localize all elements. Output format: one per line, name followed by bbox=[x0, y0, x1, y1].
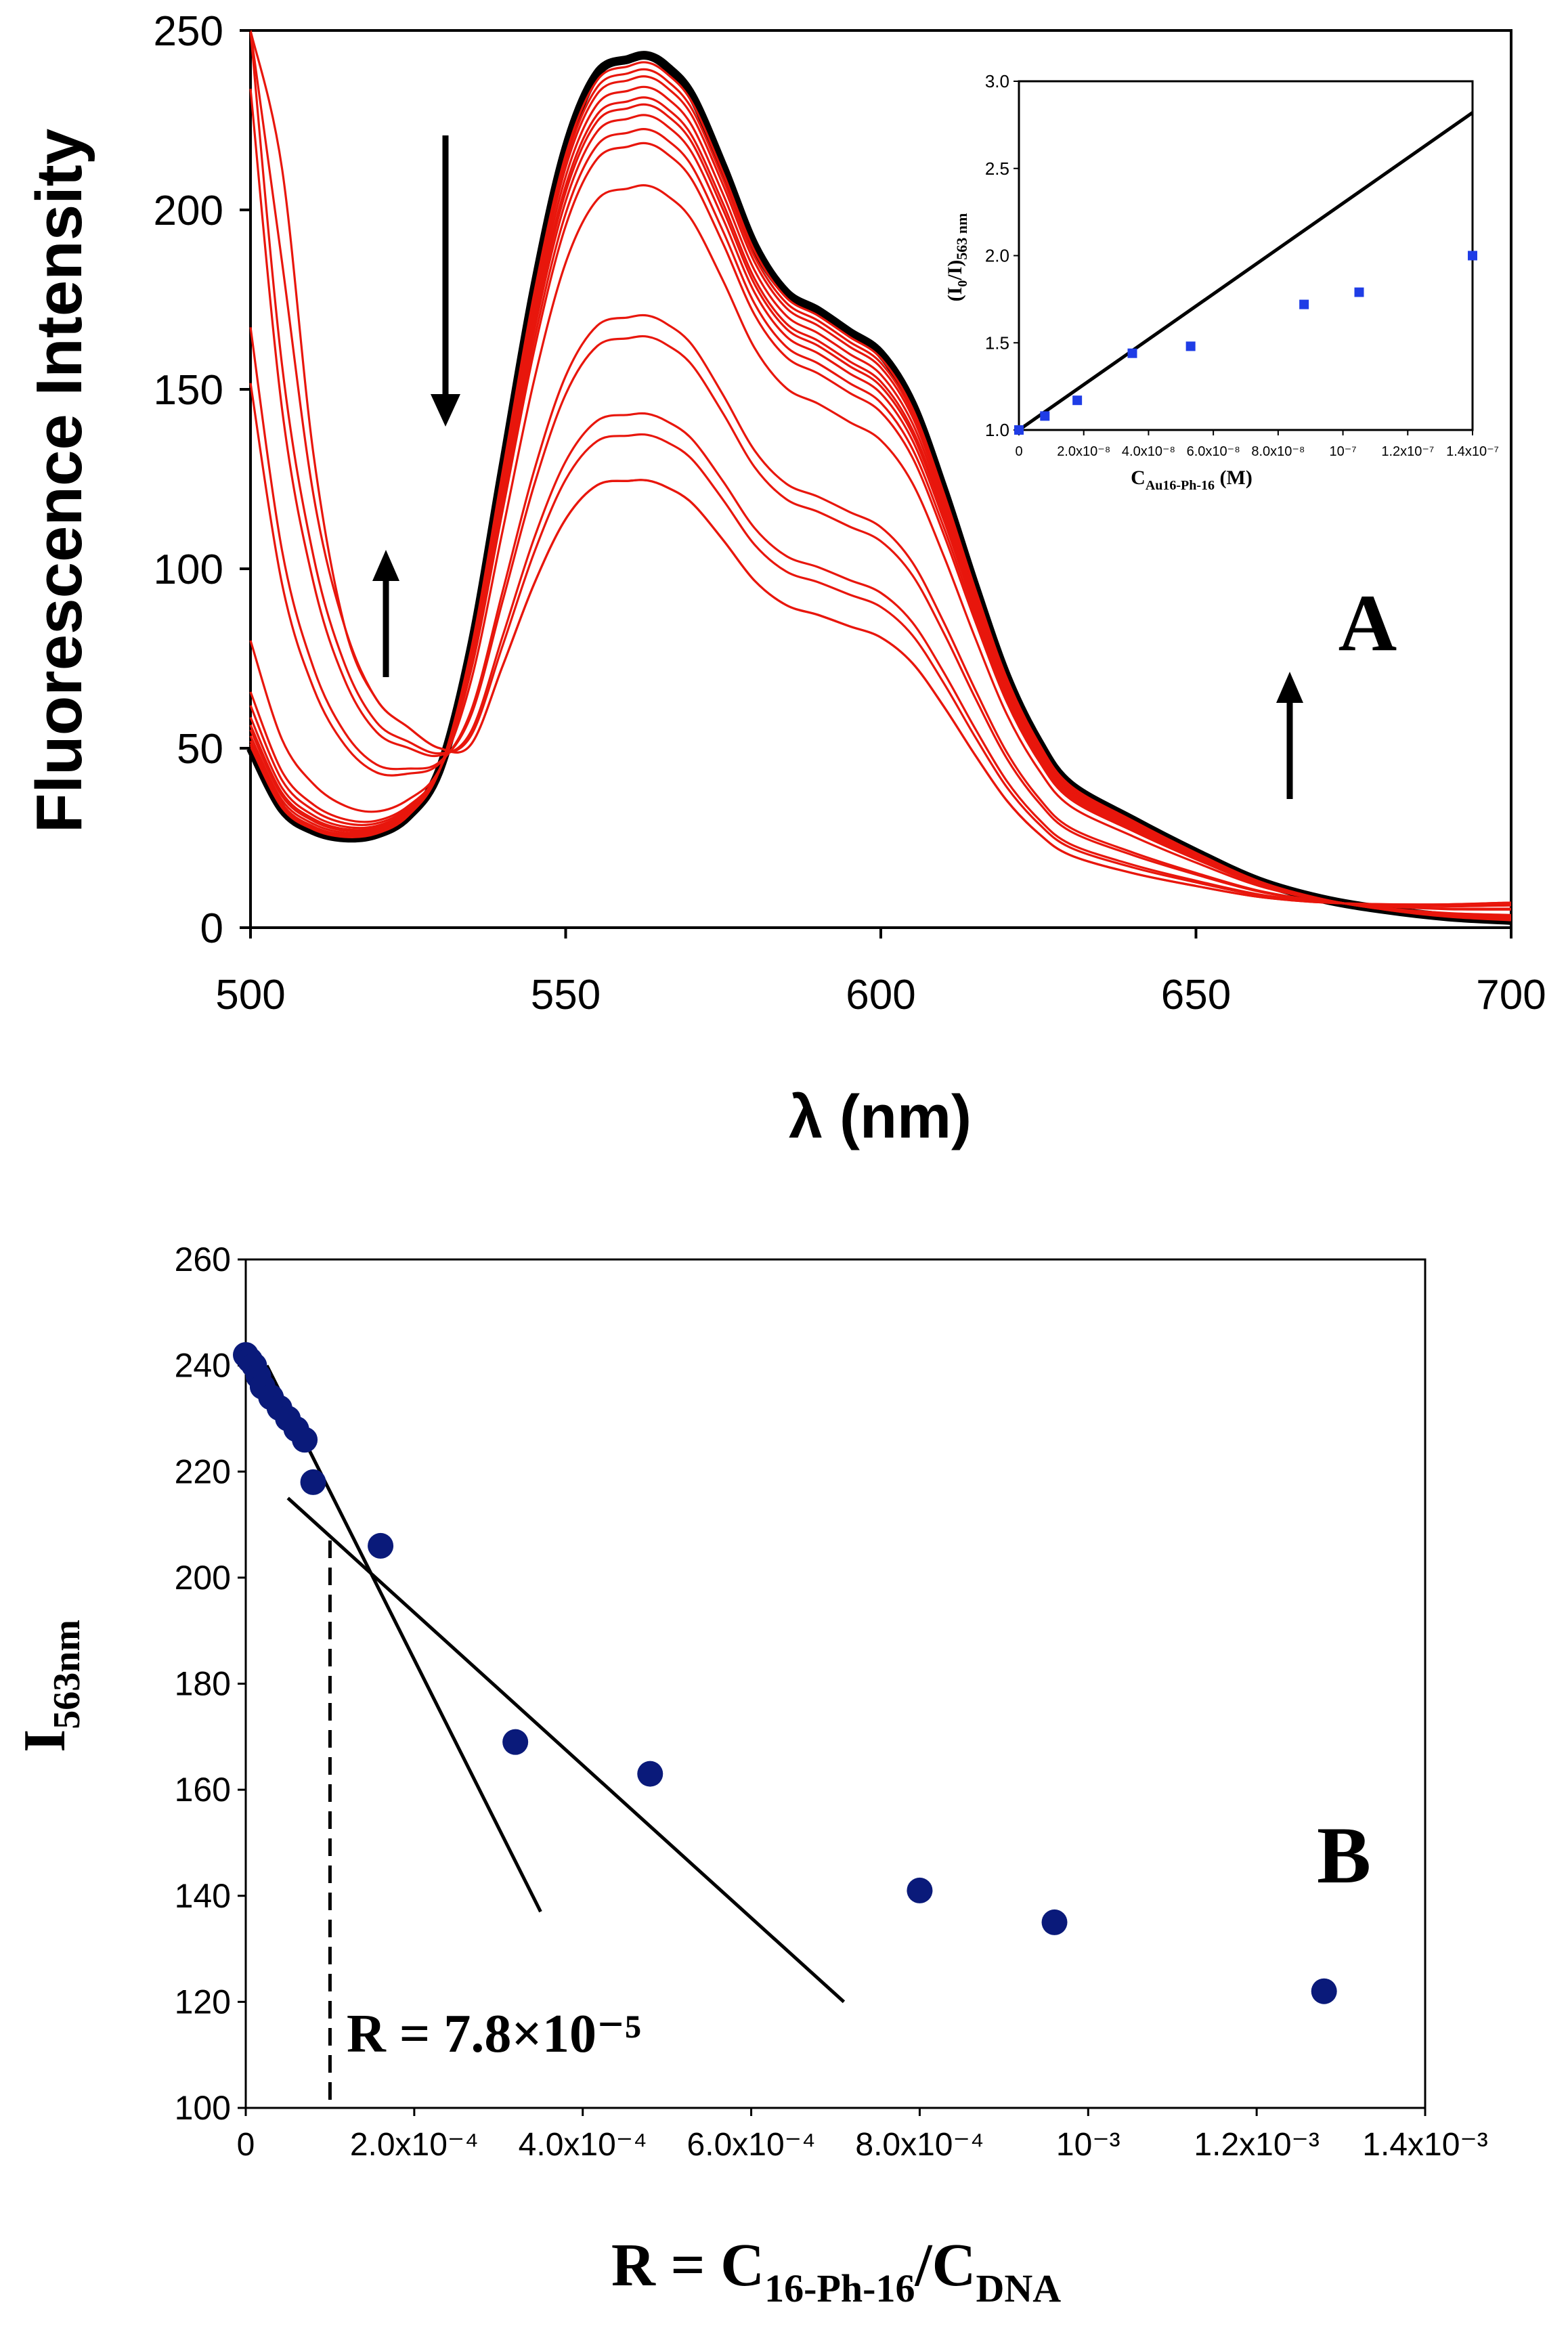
titration-series-line bbox=[249, 88, 1512, 908]
inset-x-tick-label: 10⁻⁷ bbox=[1330, 444, 1357, 459]
inset-x-tick-label: 6.0x10⁻⁸ bbox=[1187, 444, 1240, 459]
inset-plot-area bbox=[1018, 80, 1474, 431]
panel-b: 100 120 140 160 180 200 220 240 260 0 2.0x10⁻⁴ 4.0x… bbox=[12, 1240, 1488, 2310]
titration-series-line bbox=[249, 314, 1512, 911]
x-tick-label-b: 1.4x10⁻³ bbox=[1362, 2127, 1487, 2163]
inset-data-point bbox=[1072, 395, 1083, 406]
panel-b-label: B bbox=[1317, 1810, 1371, 1900]
inset-data-point bbox=[1127, 348, 1137, 358]
x-tick-label-a: 600 bbox=[846, 972, 915, 1018]
data-point bbox=[368, 1532, 394, 1559]
data-point bbox=[1041, 1909, 1068, 1935]
titration-series-line bbox=[249, 327, 1512, 910]
data-point bbox=[502, 1729, 529, 1755]
inset-x-tick-label: 2.0x10⁻⁸ bbox=[1057, 444, 1110, 459]
x-tick-label-b: 0 bbox=[237, 2127, 255, 2163]
y-tick-label-b: 120 bbox=[175, 1983, 231, 2021]
data-point bbox=[907, 1877, 933, 1903]
y-tick-label-a: 150 bbox=[154, 367, 223, 414]
panel-b-x-axis-label: R = C16-Ph-16/CDNA bbox=[611, 2232, 1061, 2310]
panel-a-axes: 500 550 600 650 700 0 50 100 150 200 250 bbox=[154, 8, 1546, 1018]
x-tick-label-a: 550 bbox=[531, 972, 601, 1018]
y-tick-label-a: 100 bbox=[154, 546, 223, 593]
inset-y-tick-label: 1.0 bbox=[985, 420, 1009, 440]
panel-b-y-axis-label: I563nm bbox=[12, 1620, 88, 1752]
data-point bbox=[292, 1427, 318, 1453]
x-tick-label-b: 6.0x10⁻⁴ bbox=[687, 2127, 816, 2163]
titration-series-line bbox=[249, 30, 1512, 907]
inset-chart: 1.0 1.5 2.0 2.5 3.0 0 2.0x10⁻⁸ 4.0x10⁻⁸ 6.0x10⁻⁸… bbox=[944, 71, 1499, 493]
titration-series-line bbox=[249, 184, 1512, 916]
x-tick-label-b: 10⁻³ bbox=[1056, 2127, 1120, 2163]
inset-y-tick-label: 3.0 bbox=[985, 71, 1009, 91]
x-tick-label-a: 700 bbox=[1476, 972, 1546, 1018]
breakpoint-annotation: R = 7.8×10⁻⁵ bbox=[347, 2004, 641, 2064]
data-point bbox=[300, 1469, 326, 1495]
panel-a-x-axis-label: λ (nm) bbox=[789, 1083, 972, 1151]
y-tick-label-a: 200 bbox=[154, 188, 223, 234]
y-tick-label-b: 180 bbox=[175, 1665, 231, 1703]
x-tick-label-a: 650 bbox=[1161, 972, 1231, 1018]
inset-x-tick-label: 4.0x10⁻⁸ bbox=[1122, 444, 1175, 459]
inset-data-point bbox=[1468, 251, 1477, 261]
inset-content: 1.0 1.5 2.0 2.5 3.0 0 2.0x10⁻⁸ 4.0x10⁻⁸ 6.0x10⁻⁸… bbox=[985, 71, 1499, 459]
inset-x-tick-label: 8.0x10⁻⁸ bbox=[1251, 444, 1305, 459]
inset-data-point bbox=[1185, 341, 1196, 351]
inset-y-tick-label: 2.0 bbox=[985, 246, 1009, 266]
y-tick-label-b: 260 bbox=[175, 1240, 231, 1278]
x-tick-label-a: 500 bbox=[215, 972, 285, 1018]
x-tick-label-b: 8.0x10⁻⁴ bbox=[855, 2127, 984, 2163]
y-tick-label-a: 250 bbox=[154, 8, 223, 55]
inset-y-tick-label: 2.5 bbox=[985, 158, 1009, 179]
y-tick-label-b: 140 bbox=[175, 1877, 231, 1915]
inset-data-point bbox=[1299, 299, 1309, 309]
data-point bbox=[1311, 1978, 1337, 2004]
arrow-up-left bbox=[372, 550, 399, 677]
inset-fit-line bbox=[1018, 111, 1474, 432]
y-tick-label-b: 240 bbox=[175, 1347, 231, 1385]
y-tick-label-b: 220 bbox=[175, 1452, 231, 1490]
panel-a: 500 550 600 650 700 0 50 100 150 200 250 A Fluores… bbox=[23, 8, 1546, 1151]
y-tick-label-a: 0 bbox=[200, 905, 223, 952]
titration-series-line bbox=[249, 30, 1512, 906]
panel-a-label: A bbox=[1338, 578, 1397, 668]
y-tick-label-b: 100 bbox=[175, 2089, 231, 2127]
panel-a-curves bbox=[246, 30, 1512, 925]
y-tick-label-a: 50 bbox=[177, 726, 223, 773]
inset-data-point bbox=[1040, 411, 1050, 421]
inset-x-tick-label: 1.4x10⁻⁷ bbox=[1446, 444, 1499, 459]
y-tick-label-b: 200 bbox=[175, 1559, 231, 1597]
panel-b-content: 100 120 140 160 180 200 220 240 260 0 2.0x10⁻⁴ 4.0x… bbox=[175, 1240, 1488, 2163]
panel-a-y-axis-label: Fluorescence Intensity bbox=[23, 129, 95, 833]
data-point bbox=[637, 1761, 663, 1787]
inset-x-tick-label: 0 bbox=[1015, 444, 1022, 459]
panel-b-plot-area bbox=[244, 1258, 1427, 2109]
inset-x-axis-label: CAu16-Ph-16 (M) bbox=[1131, 467, 1253, 493]
x-tick-label-b: 4.0x10⁻⁴ bbox=[519, 2127, 647, 2163]
inset-x-tick-label: 1.2x10⁻⁷ bbox=[1381, 444, 1434, 459]
y-tick-label-b: 160 bbox=[175, 1771, 231, 1809]
x-tick-label-b: 1.2x10⁻³ bbox=[1194, 2127, 1319, 2163]
fit-line bbox=[265, 1364, 542, 1913]
inset-y-tick-label: 1.5 bbox=[985, 332, 1009, 353]
inset-data-point bbox=[1354, 287, 1364, 297]
arrow-up-right bbox=[1276, 672, 1303, 799]
arrow-down bbox=[431, 135, 460, 427]
x-tick-label-b: 2.0x10⁻⁴ bbox=[350, 2127, 479, 2163]
inset-data-point bbox=[1014, 425, 1024, 435]
fit-line bbox=[286, 1496, 846, 2004]
